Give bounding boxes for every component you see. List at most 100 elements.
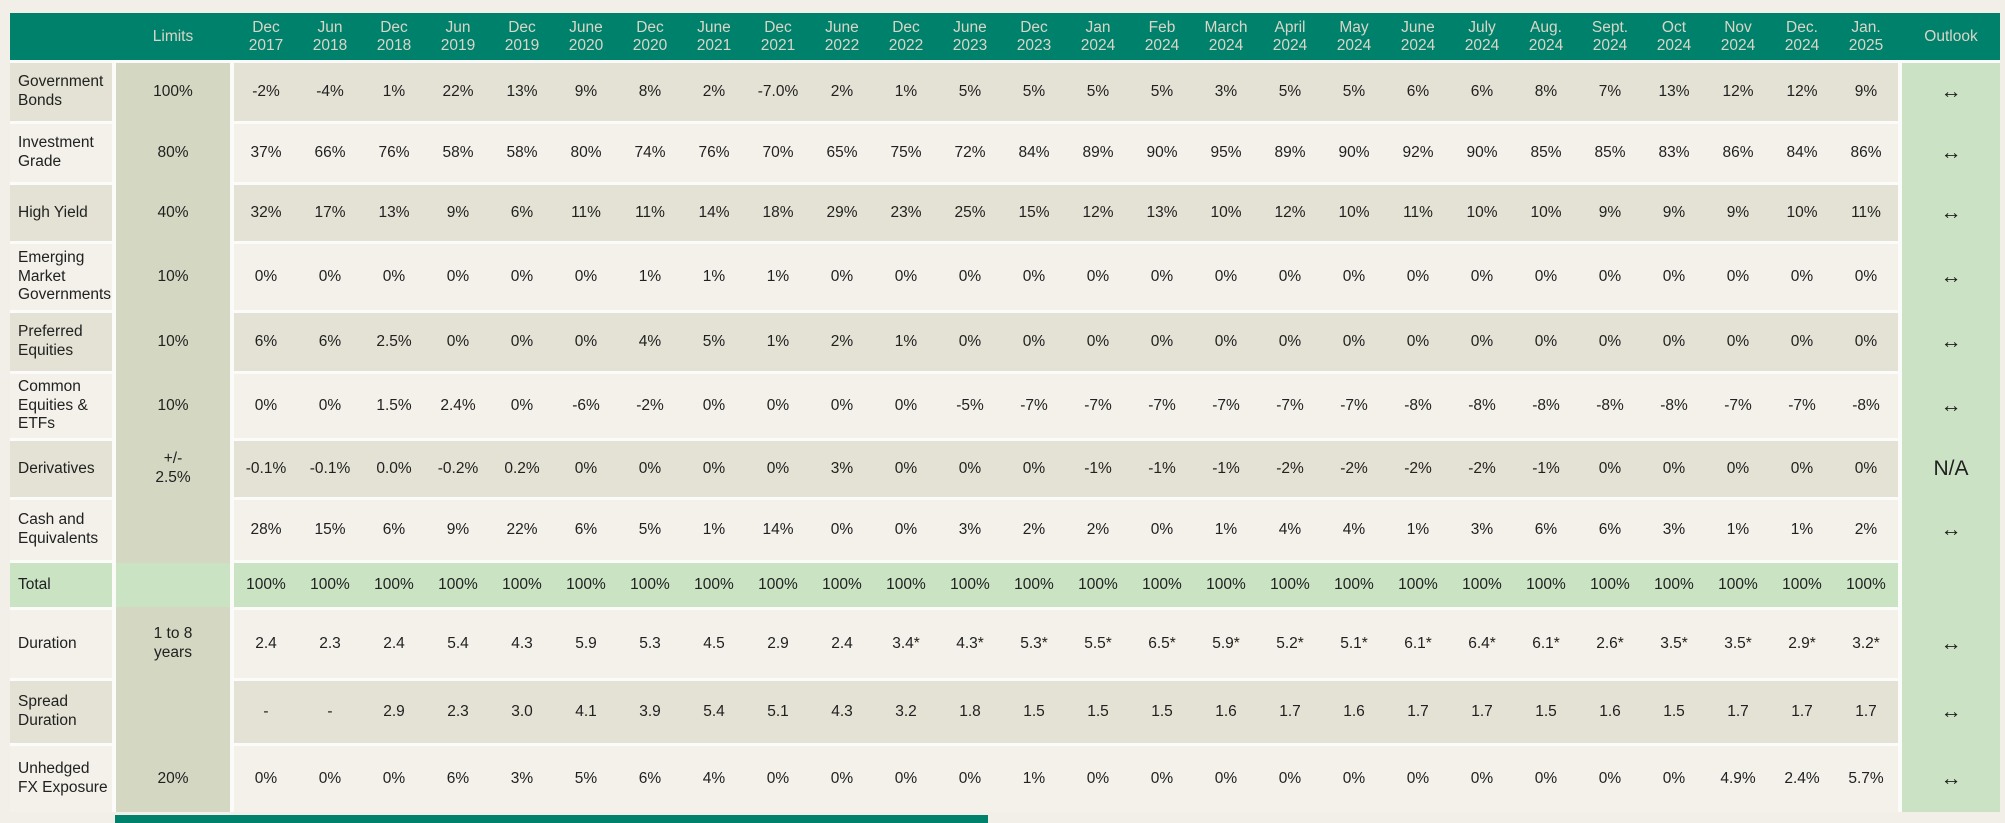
row-label: Total bbox=[10, 563, 112, 607]
data-cell: 1.5 bbox=[1535, 703, 1557, 720]
column-header: Dec 2022 bbox=[888, 19, 924, 54]
data-cell: 6% bbox=[446, 770, 470, 787]
data-cell: 76% bbox=[378, 144, 410, 161]
data-cell: 5.7% bbox=[1848, 770, 1884, 787]
data-cell: 5% bbox=[1342, 83, 1366, 100]
data-cell: 0% bbox=[830, 770, 854, 787]
data-cell: 100% bbox=[1270, 576, 1310, 593]
data-cell: -7% bbox=[1084, 397, 1112, 414]
outlook-column-band bbox=[1902, 63, 2000, 812]
limit-cell: 40% bbox=[157, 203, 189, 221]
outlook-cell: N/A bbox=[1933, 457, 1969, 480]
data-cell: 0% bbox=[1726, 460, 1750, 477]
data-cell: 0% bbox=[766, 460, 790, 477]
data-cell: 6% bbox=[1534, 521, 1558, 538]
data-cell: 1.5 bbox=[1023, 703, 1045, 720]
column-header: Dec 2020 bbox=[632, 19, 668, 54]
data-cell: 100% bbox=[1334, 576, 1374, 593]
data-cell: -7% bbox=[1148, 397, 1176, 414]
data-cell: 95% bbox=[1210, 144, 1242, 161]
data-cell: 2% bbox=[1022, 521, 1046, 538]
data-cell: 4% bbox=[638, 333, 662, 350]
data-cell: 5.1 bbox=[767, 703, 789, 720]
data-cell: -0.1% bbox=[309, 460, 351, 477]
data-cell: 86% bbox=[1850, 144, 1882, 161]
column-header: Feb 2024 bbox=[1144, 19, 1180, 54]
data-cell: 100% bbox=[1590, 576, 1630, 593]
column-header: June 2024 bbox=[1400, 19, 1436, 54]
data-cell: 12% bbox=[1082, 204, 1114, 221]
table-row: Government Bonds 100% -2% -4% 1% 22% 13% 9% 8% 2%… bbox=[10, 63, 2000, 121]
data-cell: 100% bbox=[1142, 576, 1182, 593]
data-cell: -0.1% bbox=[245, 460, 287, 477]
row-label: Cash and Equivalents bbox=[10, 500, 112, 560]
data-cell: 0% bbox=[510, 397, 534, 414]
data-cell: 1.7 bbox=[1407, 703, 1429, 720]
data-cell: -2% bbox=[636, 397, 664, 414]
data-cell: 12% bbox=[1786, 83, 1818, 100]
data-cell: -2% bbox=[252, 83, 280, 100]
row-values: -2% -4% 1% 22% 13% 9% 8% 2% -7.0% 2% 1% 5% 5% 5% 5% 3% 5… bbox=[234, 63, 1898, 121]
data-cell: 0% bbox=[1726, 268, 1750, 285]
data-cell: 4.3 bbox=[511, 635, 533, 652]
data-cell: -8% bbox=[1596, 397, 1624, 414]
row-label: Derivatives bbox=[10, 441, 112, 497]
data-cell: 89% bbox=[1274, 144, 1306, 161]
data-cell: 4% bbox=[1278, 521, 1302, 538]
data-cell: 0.2% bbox=[504, 460, 540, 477]
data-cell: 3.2* bbox=[1852, 635, 1880, 652]
row-values: 37% 66% 76% 58% 58% 80% 74% 76% 70% 65% 75% 72% 84% 8… bbox=[234, 124, 1898, 182]
outlook-arrow-icon: ↔ bbox=[1940, 201, 1962, 224]
data-cell: 1.6 bbox=[1343, 703, 1365, 720]
data-cell: 86% bbox=[1722, 144, 1754, 161]
row-label: Unhedged FX Exposure bbox=[10, 746, 112, 812]
data-cell: 10% bbox=[1210, 204, 1242, 221]
outlook-arrow-icon: ↔ bbox=[1940, 394, 1962, 417]
data-cell: 84% bbox=[1786, 144, 1818, 161]
data-cell: 15% bbox=[1018, 204, 1050, 221]
data-cell: 8% bbox=[1534, 83, 1558, 100]
data-cell: 100% bbox=[758, 576, 798, 593]
data-cell: 15% bbox=[314, 521, 346, 538]
data-cell: -1% bbox=[1084, 460, 1112, 477]
data-cell: 6% bbox=[254, 333, 278, 350]
data-cell: 0% bbox=[318, 268, 342, 285]
data-cell: 3% bbox=[510, 770, 534, 787]
data-cell: 10% bbox=[1466, 204, 1498, 221]
data-cell: 2.4 bbox=[383, 635, 405, 652]
data-cell: 1% bbox=[702, 521, 726, 538]
data-cell: 3% bbox=[1662, 521, 1686, 538]
month-headers: Dec 2017 Jun 2018 Dec 2018 Jun 2019 Dec 2019… bbox=[234, 13, 1898, 60]
limit-cell: 100% bbox=[153, 82, 193, 100]
data-cell: 10% bbox=[1786, 204, 1818, 221]
data-cell: 5.9* bbox=[1212, 635, 1240, 652]
data-cell: 0% bbox=[894, 397, 918, 414]
limit-cell: 1 to 8 years bbox=[153, 625, 193, 661]
data-cell: 0% bbox=[254, 397, 278, 414]
data-cell: 2% bbox=[1854, 521, 1878, 538]
column-header: Sept. 2024 bbox=[1591, 19, 1629, 54]
data-cell: 0% bbox=[318, 397, 342, 414]
data-cell: 1.5% bbox=[376, 397, 412, 414]
data-cell: 0% bbox=[446, 268, 470, 285]
data-cell: 3% bbox=[830, 460, 854, 477]
limit-cell: +/- 2.5% bbox=[155, 450, 191, 486]
data-cell: 100% bbox=[1462, 576, 1502, 593]
outlook-arrow-icon: ↔ bbox=[1940, 518, 1962, 541]
data-cell: 83% bbox=[1658, 144, 1690, 161]
data-cell: 0% bbox=[1086, 268, 1110, 285]
data-cell: 0% bbox=[574, 268, 598, 285]
data-cell: -7% bbox=[1340, 397, 1368, 414]
table-row: Duration 1 to 8 years 2.4 2.3 2.4 5.4 4.3 5.9 5.… bbox=[10, 610, 2000, 678]
data-cell: 1% bbox=[638, 268, 662, 285]
limit-cell: 10% bbox=[157, 267, 189, 285]
data-cell: 100% bbox=[1846, 576, 1886, 593]
data-cell: 0% bbox=[1790, 268, 1814, 285]
data-cell: -2% bbox=[1468, 460, 1496, 477]
data-cell: 0% bbox=[446, 333, 470, 350]
data-cell: 1.7 bbox=[1471, 703, 1493, 720]
limit-cell bbox=[116, 681, 230, 743]
data-cell: 4.3 bbox=[831, 703, 853, 720]
data-cell: 1.5 bbox=[1663, 703, 1685, 720]
data-cell: 0% bbox=[1598, 460, 1622, 477]
